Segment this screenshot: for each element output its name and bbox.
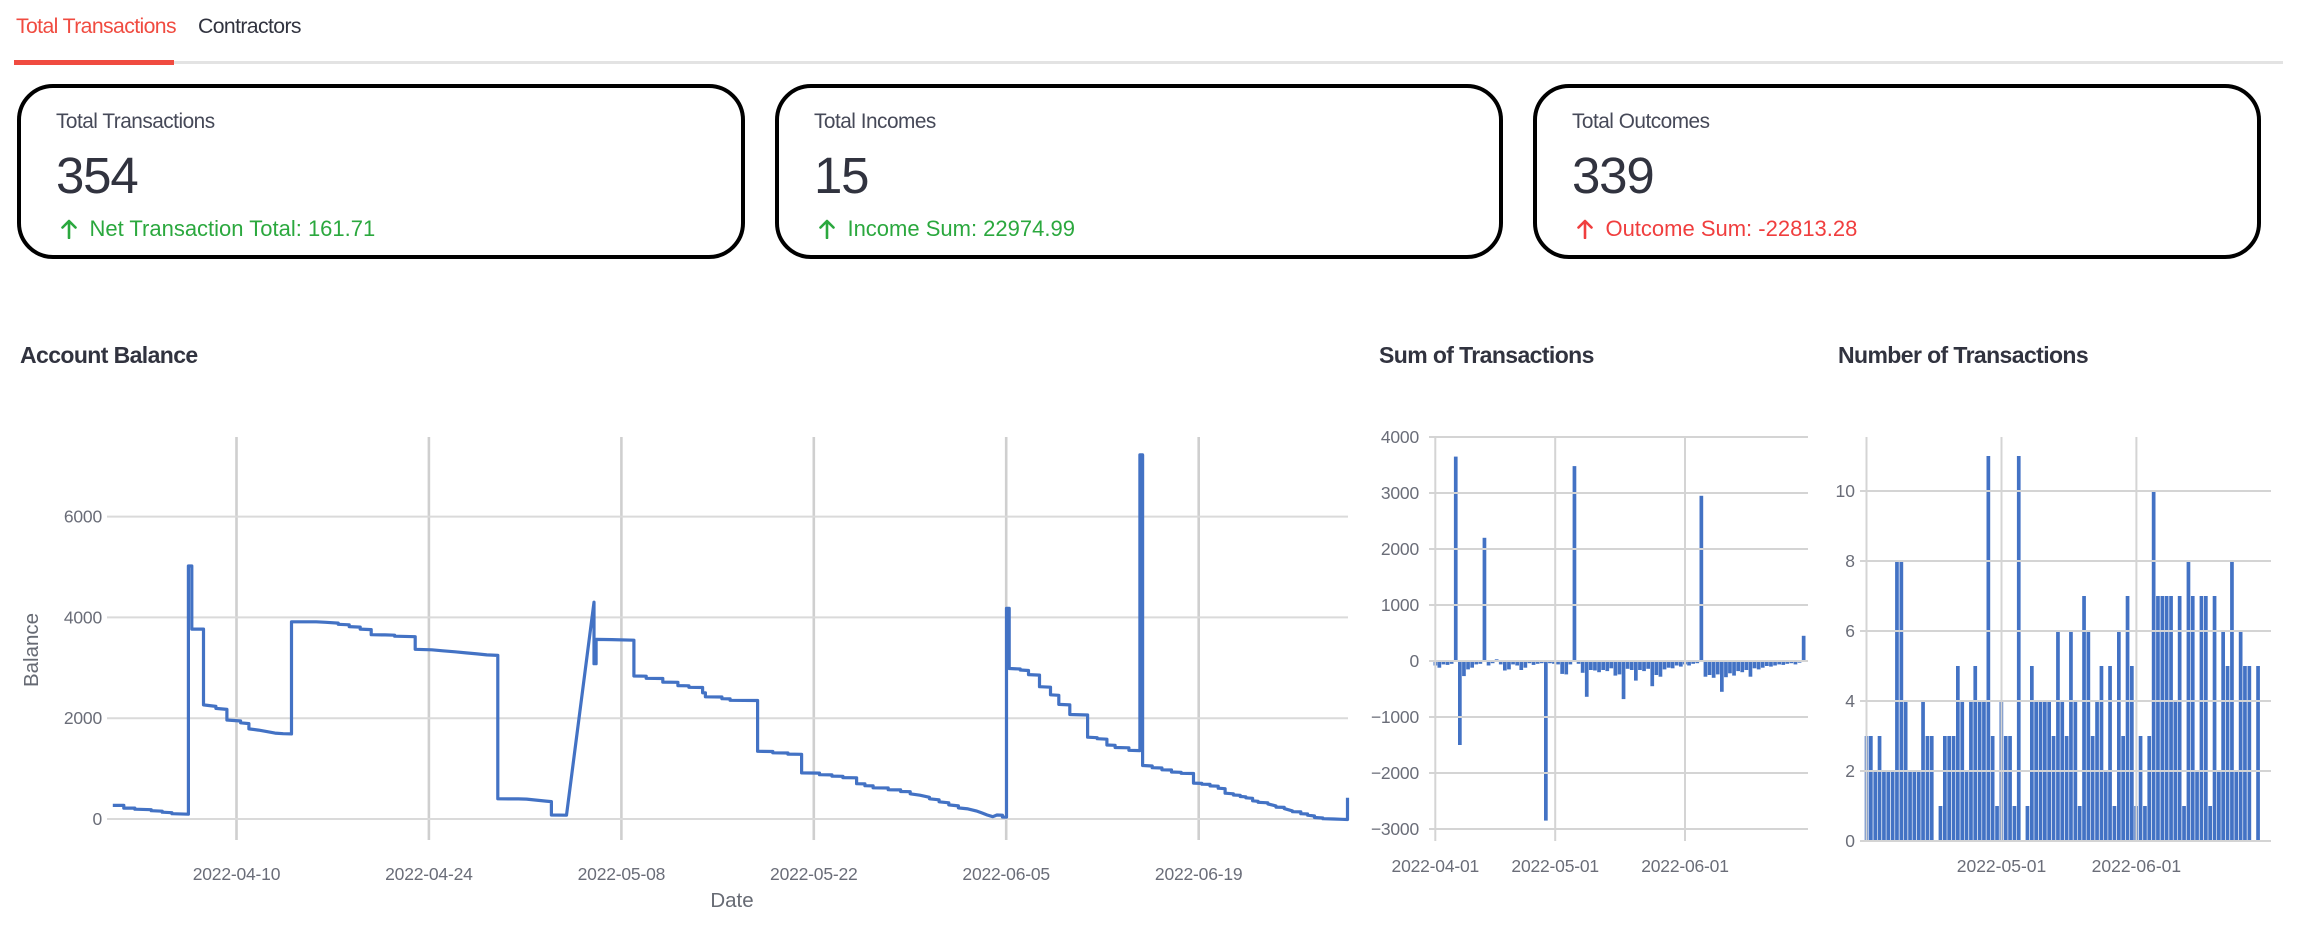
svg-text:2022-05-08: 2022-05-08 — [578, 864, 666, 884]
svg-text:0: 0 — [92, 809, 102, 829]
svg-text:2000: 2000 — [64, 708, 103, 728]
svg-text:4000: 4000 — [64, 607, 103, 627]
svg-text:2022-04-01: 2022-04-01 — [1392, 856, 1480, 876]
svg-text:−1000: −1000 — [1371, 707, 1420, 727]
svg-text:2022-06-19: 2022-06-19 — [1155, 864, 1243, 884]
svg-text:4000: 4000 — [1381, 427, 1420, 447]
svg-text:2022-04-24: 2022-04-24 — [385, 864, 473, 884]
svg-text:Account Balance: Account Balance — [20, 342, 198, 368]
svg-text:6: 6 — [1845, 621, 1855, 641]
svg-text:2022-06-01: 2022-06-01 — [1641, 856, 1729, 876]
svg-text:1000: 1000 — [1381, 595, 1420, 615]
svg-text:4: 4 — [1845, 691, 1855, 711]
svg-text:Number of Transactions: Number of Transactions — [1838, 342, 2088, 368]
svg-text:0: 0 — [1409, 651, 1419, 671]
svg-text:2022-04-10: 2022-04-10 — [193, 864, 281, 884]
svg-text:2022-05-22: 2022-05-22 — [770, 864, 858, 884]
svg-text:8: 8 — [1845, 551, 1855, 571]
svg-text:−3000: −3000 — [1371, 819, 1420, 839]
svg-text:Sum of Transactions: Sum of Transactions — [1379, 342, 1594, 368]
svg-text:Balance: Balance — [20, 613, 43, 687]
svg-text:2022-06-01: 2022-06-01 — [2092, 856, 2182, 876]
svg-text:6000: 6000 — [64, 507, 103, 527]
svg-text:Date: Date — [710, 889, 753, 912]
svg-text:0: 0 — [1845, 831, 1855, 851]
svg-text:−2000: −2000 — [1371, 763, 1420, 783]
svg-text:2000: 2000 — [1381, 539, 1420, 559]
svg-text:2022-05-01: 2022-05-01 — [1957, 856, 2047, 876]
svg-text:2: 2 — [1845, 761, 1855, 781]
svg-text:2022-06-05: 2022-06-05 — [962, 864, 1050, 884]
svg-text:2022-05-01: 2022-05-01 — [1511, 856, 1599, 876]
svg-text:3000: 3000 — [1381, 483, 1420, 503]
svg-text:10: 10 — [1836, 481, 1856, 501]
